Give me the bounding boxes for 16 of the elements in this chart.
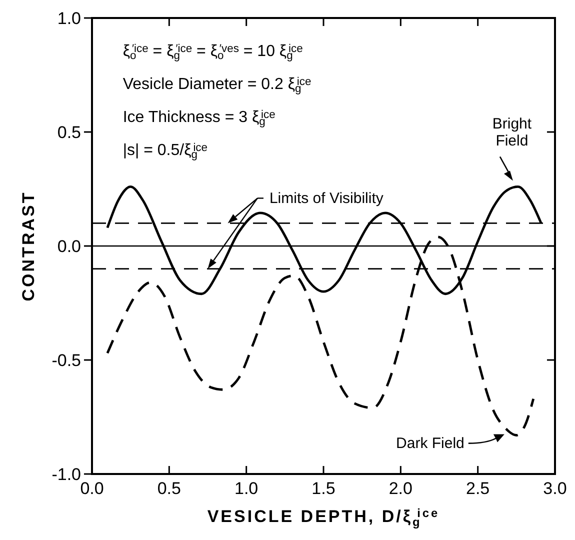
legend-label: Dark Field <box>396 435 464 452</box>
y-tick-label: 0.0 <box>57 237 81 256</box>
y-tick-label: -0.5 <box>52 351 81 370</box>
x-tick-label: 0.5 <box>157 479 181 498</box>
legend-label: Bright Field <box>492 116 532 150</box>
x-tick-label: 0.0 <box>80 479 104 498</box>
x-tick-label: 2.0 <box>388 479 412 498</box>
x-tick-label: 1.0 <box>234 479 258 498</box>
y-tick-label: 1.0 <box>57 9 81 28</box>
x-tick-label: 3.0 <box>543 479 567 498</box>
ref-line-label: Limits of Visibility <box>269 190 384 208</box>
x-tick-label: 1.5 <box>312 479 336 498</box>
y-tick-label: 0.5 <box>57 123 81 142</box>
y-axis-title: CONTRAST <box>19 190 38 302</box>
x-tick-label: 2.5 <box>466 479 490 498</box>
y-tick-label: -1.0 <box>52 465 81 484</box>
